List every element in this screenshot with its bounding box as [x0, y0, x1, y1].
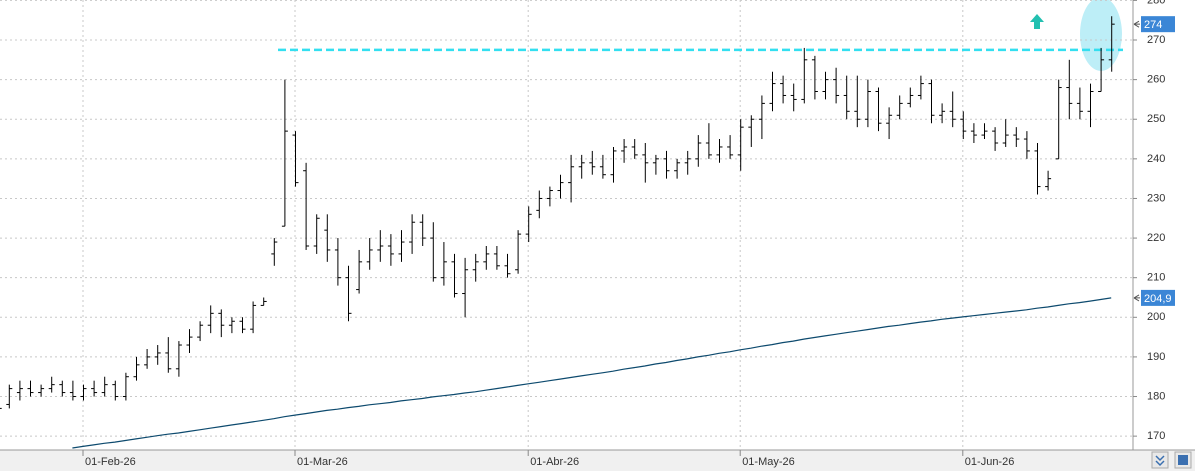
y-tick-label: 230 — [1147, 192, 1165, 204]
x-tick-label: 01-May-26 — [742, 456, 795, 468]
price-tag — [1141, 16, 1175, 33]
x-tick-label: 01-Feb-26 — [85, 456, 136, 468]
x-tick-label: 01-Jun-26 — [965, 456, 1015, 468]
price-tag-label: 204,9 — [1144, 293, 1172, 305]
y-tick-label: 280 — [1147, 0, 1165, 6]
y-tick-label: 190 — [1147, 351, 1165, 363]
x-tick-label: 01-Abr-26 — [530, 456, 579, 468]
price-tag — [1141, 289, 1175, 306]
save-icon — [1178, 455, 1188, 465]
price-tag-pointer — [1133, 294, 1140, 302]
x-axis-strip — [0, 450, 1195, 471]
y-tick-label: 240 — [1147, 153, 1165, 165]
price-tag-label: 274 — [1144, 19, 1162, 31]
y-tick-label: 260 — [1147, 74, 1165, 86]
x-tick-label: 01-Mar-26 — [297, 456, 348, 468]
y-tick-label: 200 — [1147, 311, 1165, 323]
y-tick-label: 180 — [1147, 390, 1165, 402]
moving-average-line — [72, 297, 1112, 449]
scroll-icon — [1155, 455, 1165, 467]
price-tag-pointer — [1133, 20, 1140, 28]
y-tick-label: 170 — [1147, 430, 1165, 442]
y-tick-label: 250 — [1147, 113, 1165, 125]
y-tick-label: 270 — [1147, 34, 1165, 46]
up-arrow-icon — [1030, 14, 1044, 29]
y-tick-label: 210 — [1147, 272, 1165, 284]
y-tick-label: 220 — [1147, 232, 1165, 244]
